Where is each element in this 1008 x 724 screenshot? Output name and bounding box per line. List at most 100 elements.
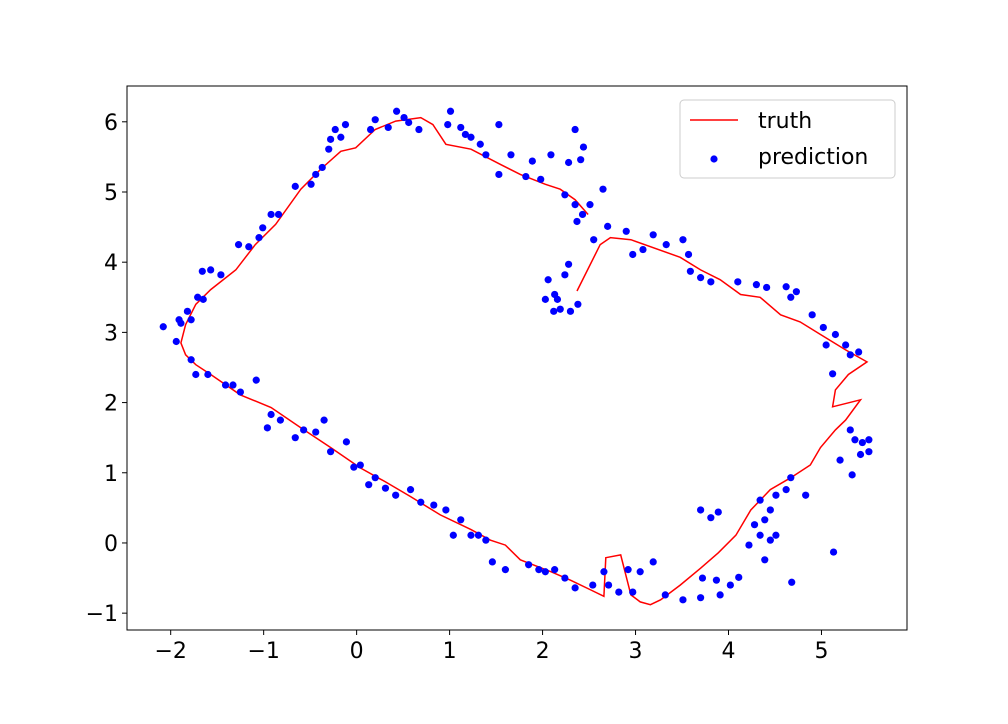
prediction-point <box>579 143 588 151</box>
prediction-point <box>430 501 438 509</box>
prediction-point <box>446 107 455 115</box>
prediction-point <box>553 295 562 303</box>
prediction-point <box>707 278 715 286</box>
prediction-point <box>629 250 637 259</box>
prediction-point <box>858 438 866 447</box>
prediction-point <box>782 283 790 291</box>
prediction-point <box>342 438 351 446</box>
prediction-point <box>159 323 167 331</box>
prediction-point <box>541 568 549 576</box>
prediction-point <box>865 448 873 456</box>
prediction-point <box>366 125 375 134</box>
prediction-point <box>236 388 245 396</box>
prediction-point <box>772 491 780 499</box>
prediction-point <box>365 481 373 489</box>
prediction-point <box>577 156 585 164</box>
prediction-point <box>856 450 865 459</box>
prediction-point <box>763 283 771 292</box>
prediction-point <box>788 578 796 586</box>
prediction-point <box>535 566 543 574</box>
prediction-point <box>300 426 308 434</box>
y-tick-label: 6 <box>104 111 118 136</box>
prediction-point <box>495 170 503 179</box>
prediction-point <box>263 424 271 432</box>
prediction-point <box>442 506 450 514</box>
prediction-point <box>528 157 536 165</box>
prediction-point <box>846 351 854 359</box>
prediction-point <box>697 506 705 514</box>
prediction-point <box>312 428 320 436</box>
truth-line <box>180 116 869 606</box>
prediction-point <box>537 175 545 183</box>
prediction-point <box>204 370 212 379</box>
prediction-point <box>766 536 774 544</box>
prediction-point <box>467 133 475 141</box>
prediction-point <box>291 182 299 190</box>
prediction-point <box>307 180 315 188</box>
prediction-point <box>848 471 856 479</box>
prediction-point <box>229 381 237 389</box>
prediction-point <box>604 222 612 230</box>
prediction-point <box>341 121 350 129</box>
prediction-point <box>561 574 569 582</box>
prediction-point <box>550 307 558 315</box>
legend-label: truth <box>758 109 812 134</box>
prediction-point <box>684 250 693 259</box>
prediction-point <box>187 316 195 324</box>
x-tick-label: 0 <box>350 639 364 664</box>
prediction-point <box>274 210 283 219</box>
prediction-point <box>564 260 573 268</box>
prediction-point <box>574 300 582 308</box>
prediction-point <box>371 116 379 124</box>
prediction-point <box>187 356 195 364</box>
prediction-point <box>571 125 579 134</box>
prediction-point <box>756 496 764 504</box>
prediction-point <box>865 436 873 444</box>
prediction-point <box>467 531 475 539</box>
prediction-point <box>291 434 299 442</box>
prediction-point <box>636 568 644 576</box>
prediction-point <box>312 170 320 179</box>
prediction-point <box>207 266 215 274</box>
prediction-point <box>679 236 687 244</box>
prediction-point <box>461 130 470 139</box>
prediction-point <box>571 584 579 592</box>
prediction-point <box>750 521 759 529</box>
prediction-point <box>772 531 780 539</box>
y-tick-label: 2 <box>104 392 118 417</box>
x-tick-label: 3 <box>629 639 643 664</box>
prediction-point <box>551 566 559 574</box>
prediction-point <box>831 330 840 339</box>
prediction-point <box>662 241 670 249</box>
prediction-point <box>564 158 573 167</box>
prediction-point <box>836 456 844 464</box>
prediction-point <box>501 566 509 574</box>
prediction-point <box>405 118 413 127</box>
prediction-point <box>276 416 284 424</box>
x-tick-label: −2 <box>154 639 186 664</box>
x-tick-label: 4 <box>722 639 736 664</box>
prediction-point <box>661 591 669 599</box>
prediction-point <box>829 370 837 378</box>
prediction-point <box>851 436 859 444</box>
legend-label: prediction <box>758 145 868 170</box>
prediction-point <box>622 227 630 235</box>
prediction-point <box>629 588 637 596</box>
prediction-point <box>822 341 830 349</box>
prediction-point <box>172 337 180 346</box>
prediction-point <box>846 426 854 434</box>
prediction-point <box>589 581 597 589</box>
prediction-point <box>697 274 705 282</box>
prediction-point <box>259 224 267 232</box>
prediction-point <box>507 151 515 159</box>
prediction-point <box>578 210 587 219</box>
legend-marker <box>710 155 718 163</box>
prediction-point <box>267 410 275 419</box>
prediction-point <box>449 531 457 539</box>
prediction-point <box>488 558 496 566</box>
prediction-point <box>199 295 207 303</box>
prediction-point <box>752 281 760 289</box>
prediction-point <box>734 278 742 286</box>
plot-frame <box>126 85 908 631</box>
